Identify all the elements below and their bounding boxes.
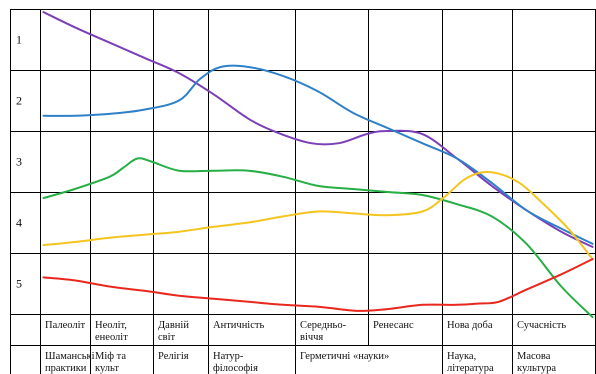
period-label: Ренесанс	[373, 320, 414, 331]
row-label: 2	[16, 94, 22, 108]
form-label: література	[447, 363, 494, 374]
form-label: культура	[517, 363, 556, 374]
form-label: Міф та	[95, 351, 126, 362]
period-label: Нова доба	[447, 320, 493, 331]
series-lines	[42, 11, 594, 319]
period-label: Неоліт,	[95, 320, 127, 331]
series-line-4	[42, 170, 594, 261]
period-label: Сучасність	[517, 320, 566, 331]
form-label: Наука,	[447, 351, 476, 362]
grid	[10, 9, 596, 374]
form-label: практики	[45, 363, 87, 374]
form-label: Натур-	[213, 351, 244, 362]
period-label: Античність	[213, 320, 264, 331]
series-line-2	[42, 64, 594, 245]
period-label: Середньо-	[300, 320, 347, 331]
period-label: енеоліт	[95, 332, 128, 343]
row-label: 4	[16, 216, 22, 230]
form-label: культ	[95, 363, 119, 374]
form-label: Герметичні «науки»	[300, 351, 389, 362]
row-label: 5	[16, 277, 22, 291]
form-label: філософія	[213, 363, 258, 374]
series-line-3	[42, 157, 594, 319]
period-label: світ	[158, 332, 176, 343]
period-label: Давній	[158, 320, 189, 331]
form-label: Шаманські	[45, 351, 95, 362]
period-label: Палеоліт	[45, 320, 86, 331]
row-label: 1	[16, 33, 22, 47]
series-line-5	[42, 258, 594, 312]
form-label: Масова	[517, 351, 551, 362]
row-label: 3	[16, 155, 22, 169]
form-label: Релігія	[158, 351, 189, 362]
period-label: віччя	[300, 332, 323, 343]
series-line-1	[42, 11, 594, 248]
